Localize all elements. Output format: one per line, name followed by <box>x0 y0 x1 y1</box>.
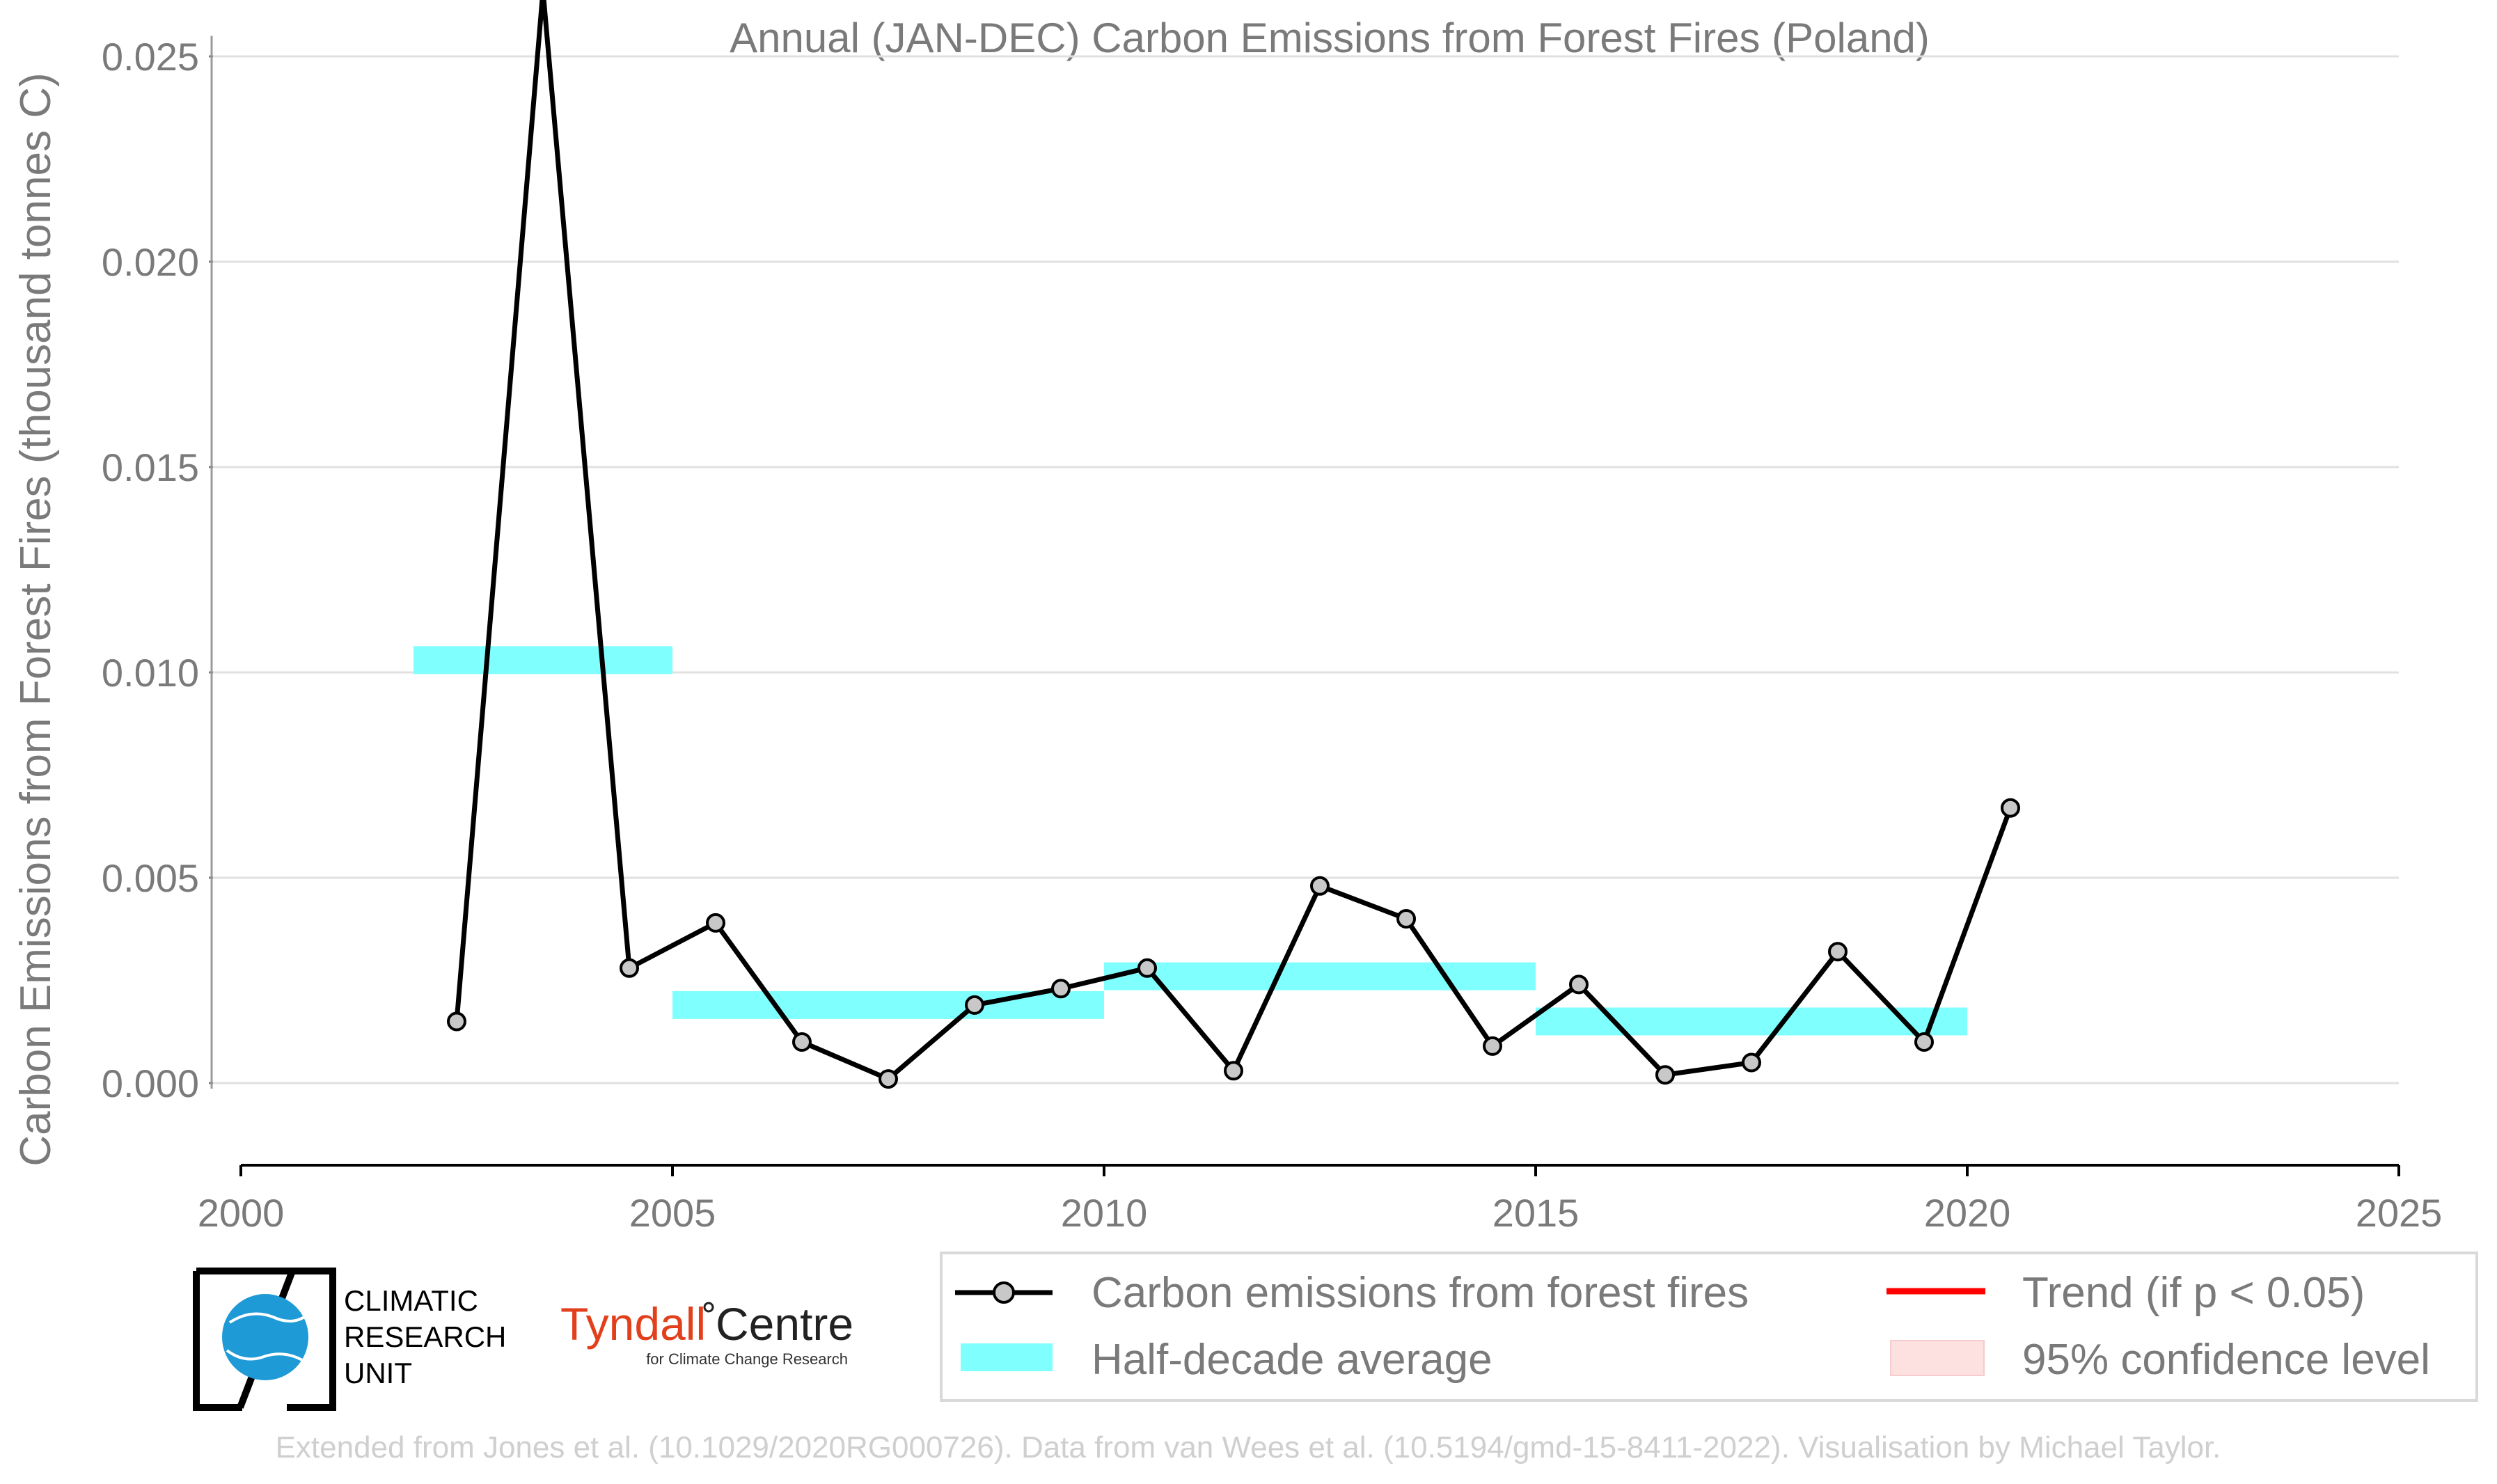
data-point-2011.5 <box>1224 1061 1243 1081</box>
cru-logo-line-2: RESEARCH <box>344 1320 506 1353</box>
data-point-2005.5 <box>706 913 725 933</box>
legend-marker-swatch <box>993 1281 1015 1304</box>
y-tick-label-0.005: 0.005 <box>102 856 199 900</box>
legend-entry-emissions: Carbon emissions from forest fires <box>1092 1269 1749 1317</box>
cru-logo-frame <box>193 1268 336 1411</box>
cru-logo-line-1: CLIMATIC <box>344 1284 478 1317</box>
data-point-2004.5 <box>620 958 639 978</box>
data-point-2015.5 <box>1569 974 1589 995</box>
cru-logo-line-3: UNIT <box>344 1357 412 1389</box>
legend-half-decade-swatch <box>961 1343 1053 1371</box>
data-point-2002.5 <box>447 1011 466 1032</box>
x-tick-label-2010: 2010 <box>1061 1191 1148 1235</box>
x-tick-label-2000: 2000 <box>198 1191 285 1235</box>
data-point-2012.5 <box>1310 876 1330 896</box>
chart-title: Annual (JAN-DEC) Carbon Emissions from F… <box>730 15 1930 61</box>
legend-entry-ci: 95% confidence level <box>2022 1336 2430 1384</box>
y-tick-label-0.025: 0.025 <box>102 35 199 79</box>
half-decade-bars <box>413 646 1967 1036</box>
y-tick-label-0.020: 0.020 <box>102 240 199 284</box>
tyndall-logo-main-a: Tyndall <box>560 1298 706 1350</box>
x-tick-label-2025: 2025 <box>2356 1191 2443 1235</box>
y-axis-ticks: 0.000 0.005 0.010 0.015 0.020 0.025 <box>102 35 213 1105</box>
globe-icon <box>222 1294 308 1380</box>
legend-frame <box>940 1252 2478 1402</box>
y-axis-label: Carbon Emissions from Forest Fires (thou… <box>12 72 60 1166</box>
gridlines <box>209 55 2399 1084</box>
data-point-2007.5 <box>879 1069 898 1089</box>
legend-ci-swatch <box>1890 1340 1985 1376</box>
data-point-2017.5 <box>1742 1052 1761 1073</box>
tyndall-logo-main-b: Centre <box>716 1298 853 1350</box>
data-point-2018.5 <box>1828 942 1848 962</box>
data-point-2014.5 <box>1483 1036 1502 1056</box>
legend: Carbon emissions from forest fires Half-… <box>940 1252 2478 1402</box>
series-group <box>447 0 2020 1089</box>
data-point-2010.5 <box>1137 958 1157 978</box>
footer-credits: Extended from Jones et al. (10.1029/2020… <box>276 1430 2221 1465</box>
x-tick-label-2020: 2020 <box>1924 1191 2011 1235</box>
tyndall-logo: Tyndall Centre for Climate Change Resear… <box>560 1298 853 1368</box>
half-decade-bar-1 <box>672 990 1104 1019</box>
x-tick-label-2005: 2005 <box>629 1191 716 1235</box>
legend-entry-half-decade: Half-decade average <box>1092 1336 1492 1384</box>
x-tick-label-2015: 2015 <box>1492 1191 1580 1235</box>
data-point-2006.5 <box>792 1032 812 1052</box>
half-decade-bar-0 <box>413 646 672 674</box>
data-point-2019.5 <box>1914 1032 1934 1052</box>
globe-icon-land <box>226 1312 308 1362</box>
y-tick-label-0.000: 0.000 <box>102 1061 199 1105</box>
cru-logo: CLIMATIC RESEARCH UNIT <box>193 1268 506 1411</box>
data-point-2020.5 <box>2001 798 2020 818</box>
data-point-2016.5 <box>1655 1065 1675 1085</box>
data-point-2008.5 <box>965 995 984 1015</box>
data-point-2009.5 <box>1051 979 1071 999</box>
tyndall-logo-degree-mark <box>703 1302 714 1313</box>
series-line-0 <box>454 0 2013 1082</box>
y-tick-label-0.015: 0.015 <box>102 445 199 489</box>
half-decade-bar-2 <box>1104 962 1536 990</box>
legend-entry-trend: Trend (if p < 0.05) <box>2022 1269 2365 1317</box>
data-point-2013.5 <box>1396 909 1416 929</box>
y-tick-label-0.010: 0.010 <box>102 651 199 695</box>
tyndall-logo-subtitle: for Climate Change Research <box>646 1350 848 1368</box>
x-axis: 2000 2005 2010 2015 2020 2025 <box>198 1164 2443 1235</box>
